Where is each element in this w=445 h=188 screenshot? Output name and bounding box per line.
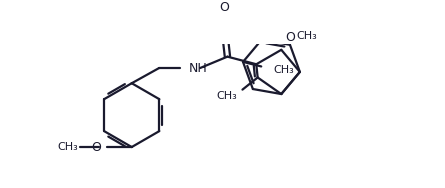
Text: CH₃: CH₃ [216, 91, 237, 101]
Text: O: O [92, 141, 101, 154]
Text: NH: NH [189, 62, 207, 75]
Text: CH₃: CH₃ [296, 31, 317, 41]
Text: O: O [219, 1, 229, 14]
Text: O: O [285, 31, 295, 44]
Text: CH₃: CH₃ [58, 142, 79, 152]
Text: CH₃: CH₃ [273, 65, 294, 75]
